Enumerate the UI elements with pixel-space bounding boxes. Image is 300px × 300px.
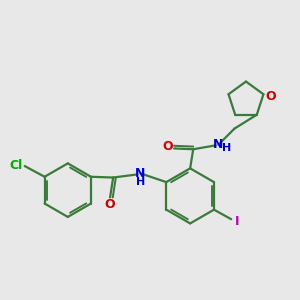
- Text: H: H: [222, 143, 232, 154]
- Text: N: N: [135, 167, 146, 180]
- Text: N: N: [213, 138, 224, 151]
- Text: O: O: [265, 90, 276, 103]
- Text: O: O: [104, 198, 115, 211]
- Text: H: H: [136, 177, 145, 187]
- Text: I: I: [235, 214, 239, 228]
- Text: Cl: Cl: [9, 159, 22, 172]
- Text: O: O: [162, 140, 172, 153]
